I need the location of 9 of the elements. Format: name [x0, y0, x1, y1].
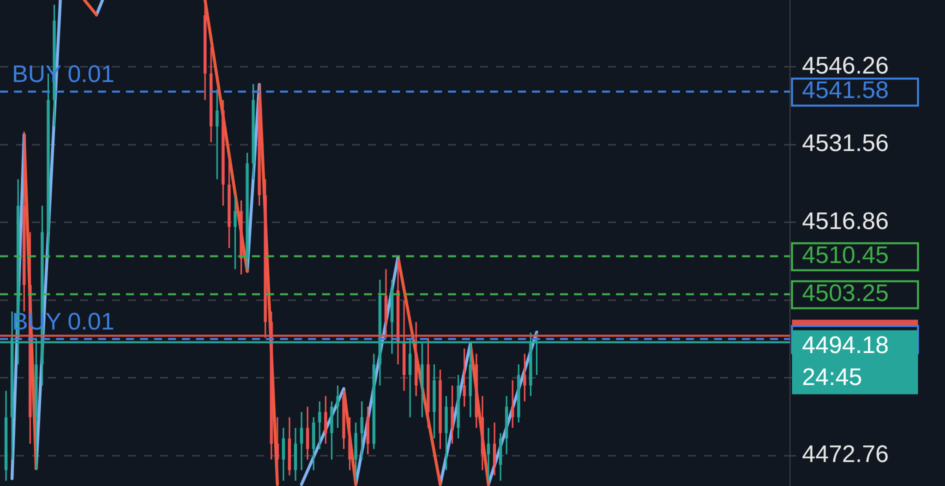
y-tick-label: 4546.26: [802, 52, 889, 80]
y-tick-label: 4472.76: [802, 441, 889, 468]
y-tick-label: 4531.56: [802, 130, 889, 158]
ref-line-label: 4510.45: [802, 242, 889, 269]
ref-line-label: 4541.58: [802, 77, 889, 104]
ref-line-label: 4503.25: [802, 280, 889, 307]
ref-line-label: 4494.18: [802, 332, 889, 359]
text: 24:45: [802, 364, 862, 391]
y-tick-label: 4516.86: [802, 208, 889, 235]
